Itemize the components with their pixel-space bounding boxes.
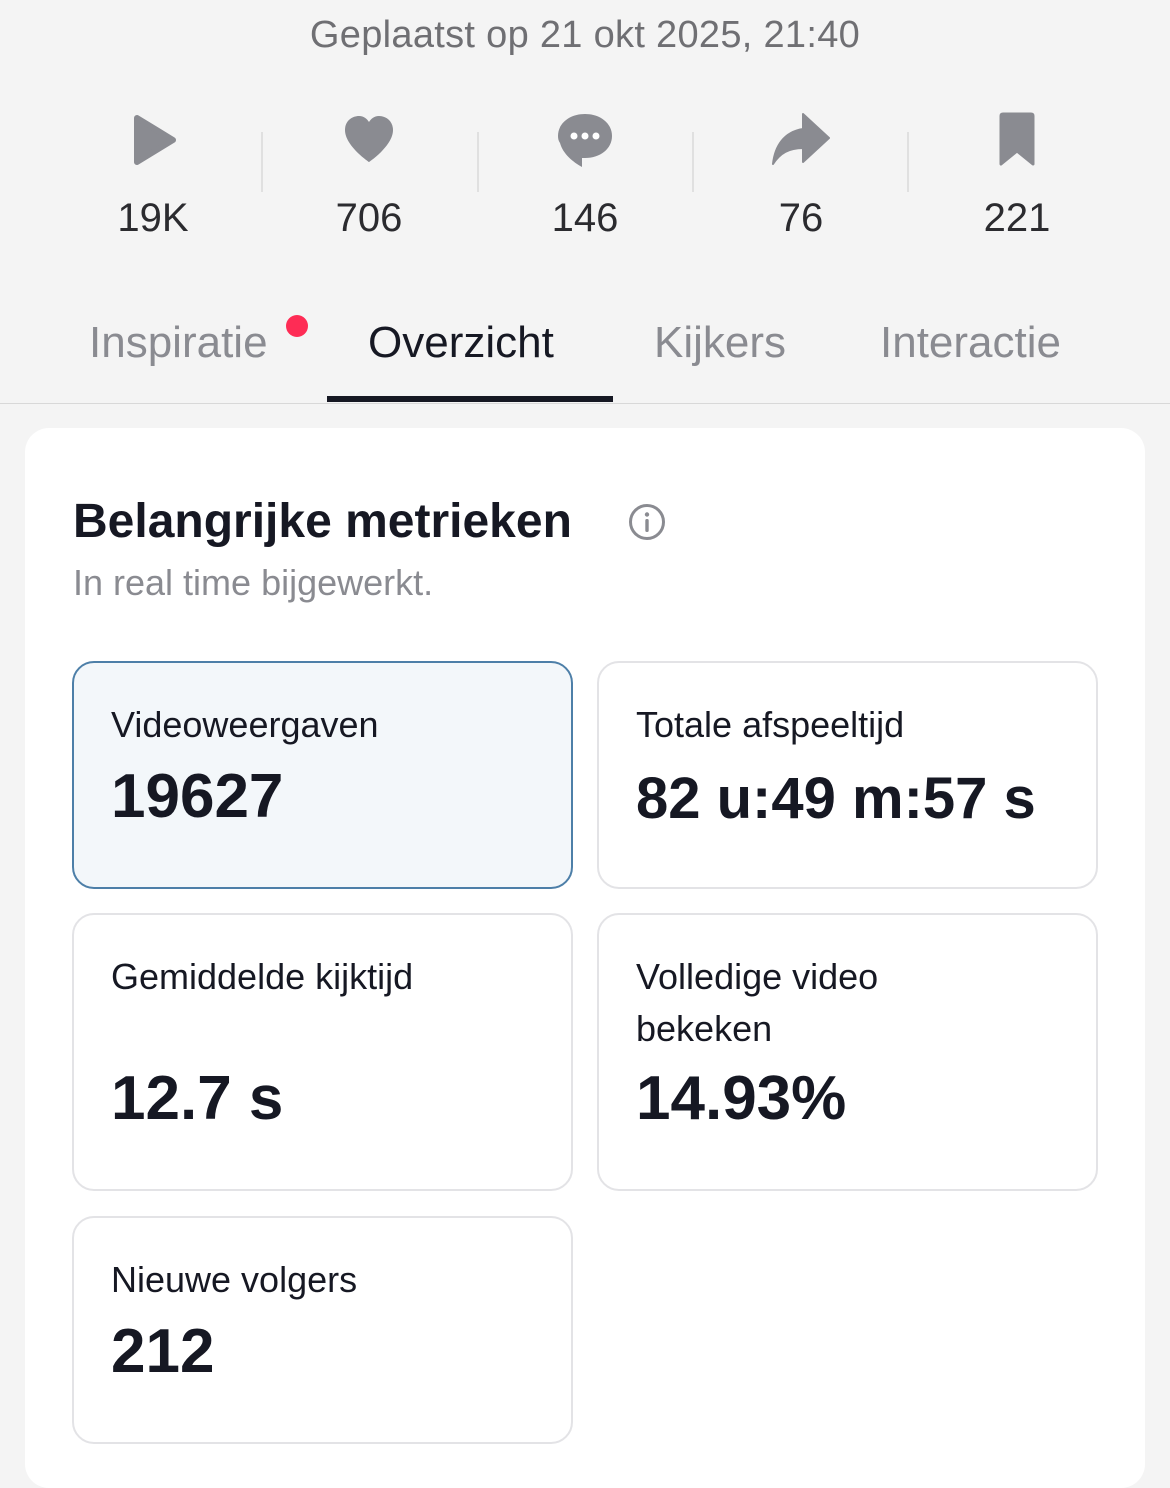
stat-shares-count: 76 bbox=[778, 196, 824, 240]
tab-label: Inspiratie bbox=[89, 318, 268, 367]
metric-label: Volledige video bekeken bbox=[636, 956, 879, 1049]
metric-value: 12.7 s bbox=[111, 1064, 284, 1133]
metric-video-views[interactable]: Videoweergaven 19627 bbox=[72, 661, 573, 889]
tab-bar: Inspiratie Overzicht Kijkers Interactie bbox=[0, 300, 1170, 404]
stat-views-count: 19K bbox=[117, 196, 189, 240]
tab-label: Kijkers bbox=[654, 318, 787, 367]
key-metrics-card: Belangrijke metrieken In real time bijge… bbox=[25, 428, 1145, 1488]
metric-full-video-watched[interactable]: Volledige video bekeken 14.93% bbox=[597, 913, 1098, 1191]
stats-row: 19K 706 146 76 221 bbox=[45, 100, 1125, 260]
divider bbox=[692, 132, 694, 192]
tab-label: Interactie bbox=[880, 318, 1061, 367]
stat-saves[interactable]: 221 bbox=[909, 100, 1125, 260]
divider bbox=[261, 132, 263, 192]
notification-dot bbox=[286, 315, 308, 337]
section-title: Belangrijke metrieken bbox=[73, 495, 572, 548]
metric-value: 82 u:49 m:57 s bbox=[636, 766, 1036, 831]
stat-saves-count: 221 bbox=[983, 196, 1051, 240]
stat-likes[interactable]: 706 bbox=[261, 100, 477, 260]
bookmark-icon bbox=[987, 110, 1047, 170]
tab-interactie[interactable]: Interactie bbox=[880, 318, 1061, 368]
share-icon bbox=[771, 110, 831, 170]
info-icon[interactable] bbox=[627, 502, 667, 542]
tab-inspiratie[interactable]: Inspiratie bbox=[89, 318, 268, 368]
section-subtitle: In real time bijgewerkt. bbox=[73, 562, 434, 603]
metric-label: Videoweergaven bbox=[111, 704, 379, 745]
stat-likes-count: 706 bbox=[335, 196, 403, 240]
play-icon bbox=[123, 110, 183, 170]
metric-label: Nieuwe volgers bbox=[111, 1259, 358, 1300]
metric-label: Gemiddelde kijktijd bbox=[111, 956, 414, 997]
metric-new-followers[interactable]: Nieuwe volgers 212 bbox=[72, 1216, 573, 1444]
tab-overzicht[interactable]: Overzicht bbox=[368, 318, 554, 368]
metric-value: 19627 bbox=[111, 762, 284, 831]
metric-label: Totale afspeeltijd bbox=[636, 704, 905, 745]
stat-shares[interactable]: 76 bbox=[693, 100, 909, 260]
metric-value: 14.93% bbox=[636, 1064, 847, 1133]
stat-comments[interactable]: 146 bbox=[477, 100, 693, 260]
divider bbox=[477, 132, 479, 192]
comment-icon bbox=[555, 110, 615, 170]
posted-date: Geplaatst op 21 okt 2025, 21:40 bbox=[309, 14, 861, 56]
tab-kijkers[interactable]: Kijkers bbox=[654, 318, 786, 368]
metric-avg-watch-time[interactable]: Gemiddelde kijktijd 12.7 s bbox=[72, 913, 573, 1191]
metric-total-playtime[interactable]: Totale afspeeltijd 82 u:49 m:57 s bbox=[597, 661, 1098, 889]
tab-label: Overzicht bbox=[368, 318, 554, 367]
stat-comments-count: 146 bbox=[551, 196, 619, 240]
stat-views[interactable]: 19K bbox=[45, 100, 261, 260]
metric-value: 212 bbox=[111, 1317, 215, 1386]
active-tab-indicator bbox=[327, 396, 613, 402]
divider bbox=[907, 132, 909, 192]
heart-icon bbox=[339, 110, 399, 170]
